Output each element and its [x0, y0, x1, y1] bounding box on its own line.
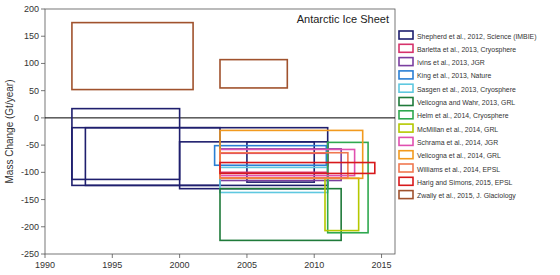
legend-label: Velicogna et al., 2014, GRL [417, 152, 501, 160]
x-tick [45, 254, 46, 258]
marks [72, 23, 375, 241]
chart: -250 -200 -150 -100 -50 0 50 100 150 200 1990 1995 2… [0, 0, 560, 275]
x-tick-label: 2010 [304, 260, 324, 270]
y-tick [41, 172, 45, 173]
y-tick [41, 90, 45, 91]
x-tick [112, 254, 113, 258]
legend-swatch [399, 98, 413, 106]
x-tick-label: 2000 [170, 260, 190, 270]
legend-label: McMillan et al., 2014, GRL [417, 126, 498, 133]
x-tick [381, 254, 382, 258]
legend-swatch [399, 84, 413, 92]
legend-label: Shepherd et al., 2012, Science (IMBIE) [417, 33, 537, 41]
x-tick [246, 254, 247, 258]
legend-label: Harig and Simons, 2015, EPSL [417, 179, 513, 187]
legend: Shepherd et al., 2012, Science (IMBIE) Ba… [399, 31, 537, 200]
title: Antarctic Ice Sheet [297, 13, 389, 25]
y-tick [41, 254, 45, 255]
y-tick-label: 50 [29, 86, 39, 96]
y-axis-label: Mass Change (Gt/year) [4, 80, 15, 184]
range-box [72, 23, 193, 90]
y-tick [41, 9, 45, 10]
legend-label: Sasgen et al., 2013, Cryosphere [417, 86, 516, 94]
range-box [220, 60, 287, 88]
legend-swatch [399, 151, 413, 159]
y-tick-label: 100 [24, 58, 39, 68]
x-tick-label: 2005 [237, 260, 257, 270]
y-tick-label: 200 [24, 4, 39, 14]
x-tick-label: 1990 [35, 260, 55, 270]
zero-line [45, 117, 395, 118]
legend-label: Barletta et al., 2013, Cryosphere [417, 46, 516, 54]
y-tick-label: 0 [34, 113, 39, 123]
legend-label: Velicogna and Wahr, 2013, GRL [417, 99, 515, 107]
y-tick-label: -100 [21, 167, 39, 177]
range-box [85, 128, 220, 186]
y-tick-label: -50 [26, 140, 39, 150]
x-tick [314, 254, 315, 258]
range-box [220, 163, 375, 174]
range-box [220, 130, 363, 178]
y-tick [41, 199, 45, 200]
range-box [72, 128, 328, 186]
legend-label: Helm et al., 2014, Cryosphere [417, 112, 509, 120]
legend-swatch [399, 71, 413, 79]
legend-swatch [399, 111, 413, 119]
y-tick-label: -150 [21, 195, 39, 205]
legend-swatch [399, 164, 413, 172]
y-tick-label: -250 [21, 249, 39, 259]
x-tick [179, 254, 180, 258]
y-tick-label: 150 [24, 31, 39, 41]
legend-swatch [399, 44, 413, 52]
range-box [72, 109, 180, 180]
y-tick [41, 36, 45, 37]
legend-label: Williams et al., 2014, EPSL [417, 166, 500, 173]
x-tick-label: 2015 [372, 260, 392, 270]
y-tick [41, 117, 45, 118]
legend-swatch [399, 137, 413, 145]
legend-label: King et al., 2013, Nature [417, 72, 491, 80]
y-tick [41, 63, 45, 64]
legend-swatch [399, 177, 413, 185]
plot-frame [45, 9, 395, 254]
range-box [220, 189, 341, 241]
y-tick-label: -200 [21, 222, 39, 232]
range-box [325, 178, 359, 230]
legend-swatch [399, 31, 413, 39]
legend-label: Schrama et al., 2014, JGR [417, 139, 498, 146]
legend-label: Ivins et al., 2013, JGR [417, 59, 485, 66]
legend-swatch [399, 191, 413, 199]
legend-label: Zwally et al., 2015, J. Glaciology [417, 192, 516, 200]
legend-swatch [399, 58, 413, 66]
legend-swatch [399, 124, 413, 132]
y-tick [41, 145, 45, 146]
y-tick [41, 226, 45, 227]
x-tick-label: 1995 [102, 260, 122, 270]
